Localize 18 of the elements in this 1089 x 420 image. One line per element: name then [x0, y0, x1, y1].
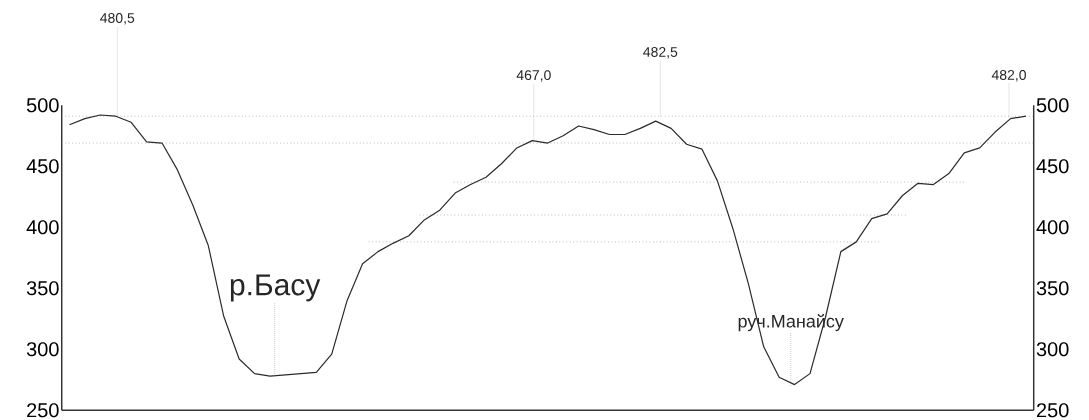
annotation: р.Басу — [230, 274, 321, 302]
y2-tick-label: 350 — [1036, 281, 1069, 296]
y-tick-label: 500 — [26, 98, 59, 113]
y2-tick-label: 500 — [1036, 98, 1069, 113]
annotation: 482,5 — [643, 46, 678, 59]
y-tick-label: 350 — [26, 281, 59, 296]
annotation: 480,5 — [100, 12, 135, 25]
annotation: 482,0 — [991, 69, 1026, 82]
y2-tick-label: 300 — [1036, 342, 1069, 357]
y-tick-label: 450 — [26, 159, 59, 174]
annotation: 467,0 — [516, 70, 551, 82]
y-tick-label: 300 — [26, 342, 59, 357]
y-tick-label: 400 — [26, 220, 59, 235]
y2-tick-label: 250 — [1036, 403, 1069, 418]
y2-tick-label: 400 — [1036, 220, 1069, 235]
y-tick-label: 250 — [27, 403, 59, 418]
line-series — [68, 114, 1027, 386]
y2-tick-label: 450 — [1036, 159, 1069, 174]
